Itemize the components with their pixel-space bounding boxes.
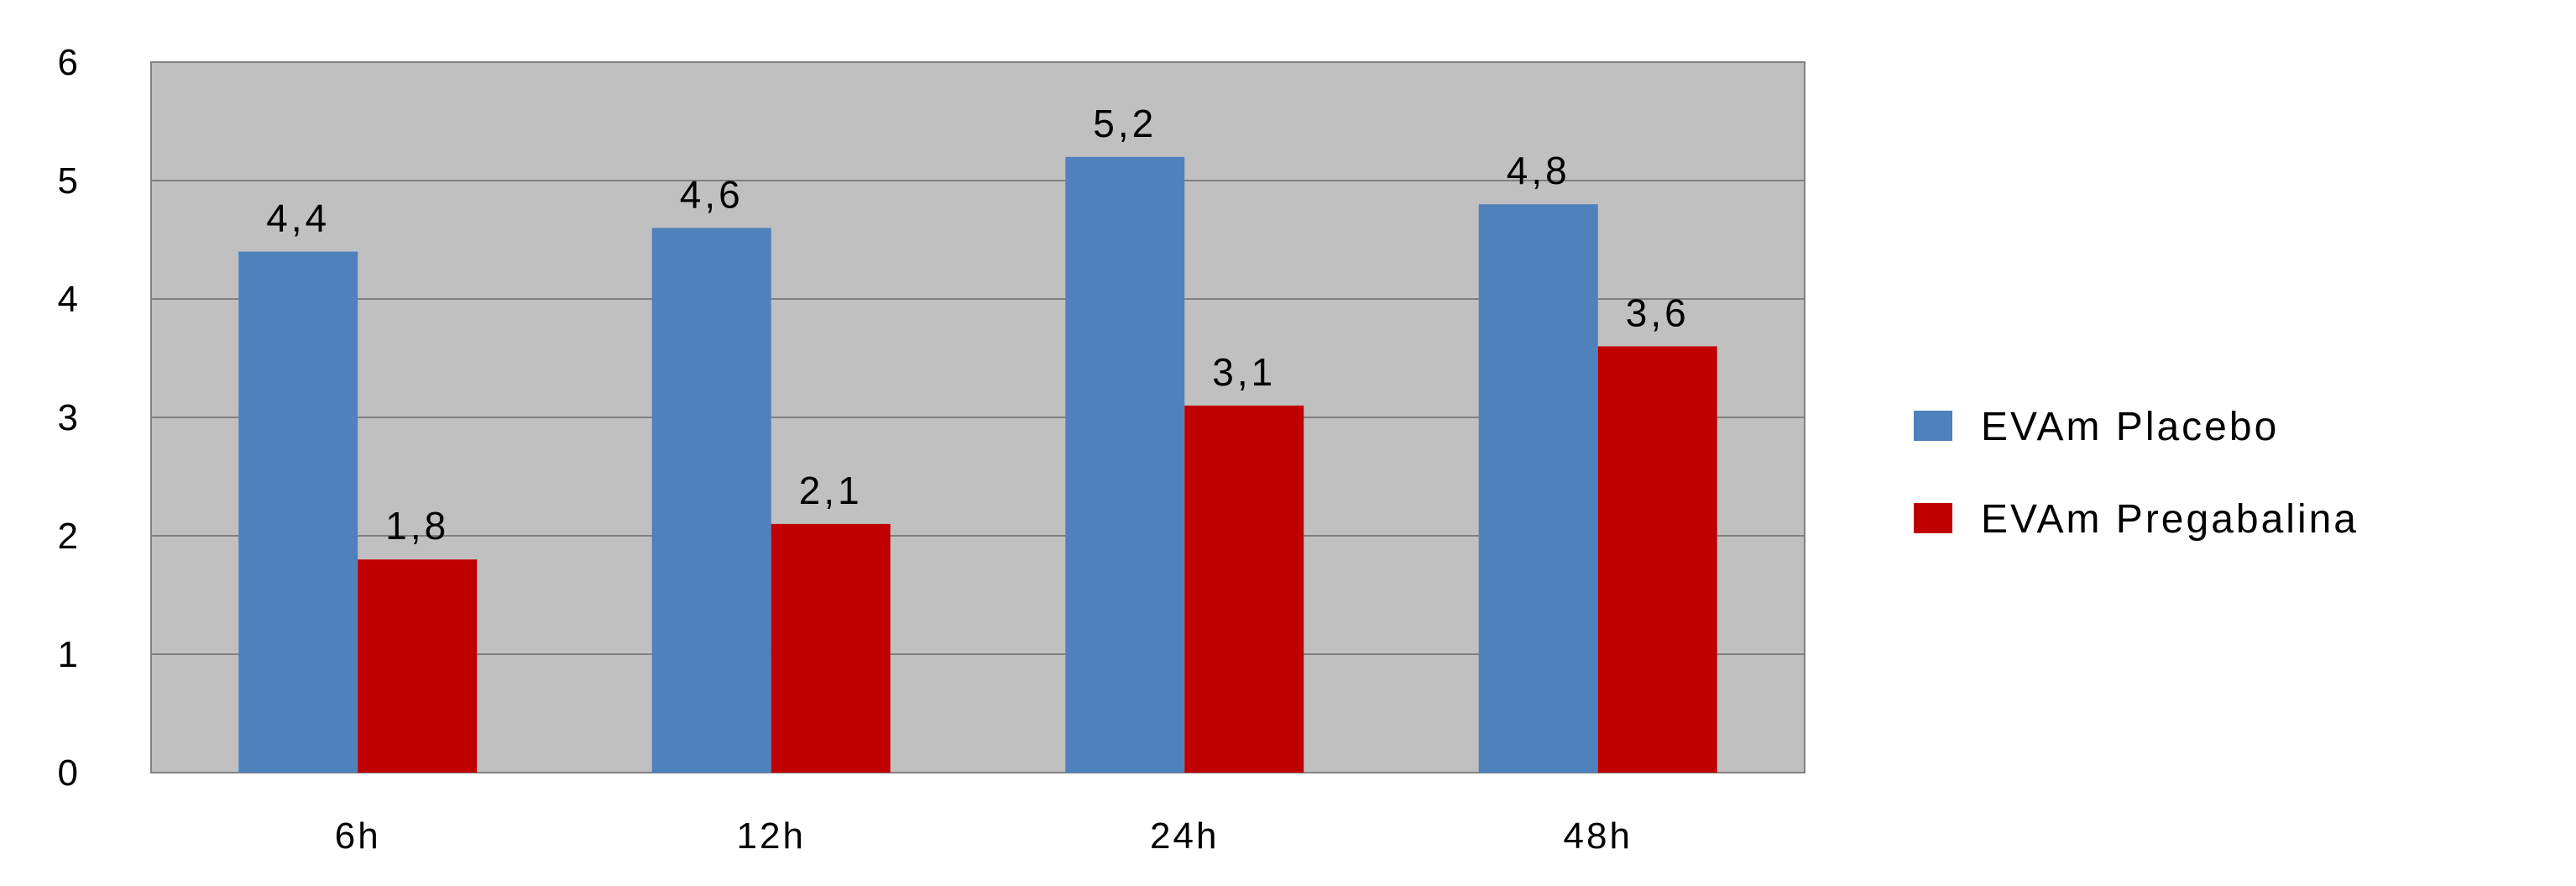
bar	[358, 559, 478, 773]
y-tick-label: 3	[58, 397, 81, 438]
data-label: 5,2	[1093, 102, 1157, 145]
data-label: 3,1	[1212, 350, 1276, 394]
data-label: 4,8	[1507, 149, 1570, 192]
bar	[771, 523, 891, 773]
legend-label: EVAm Placebo	[1981, 405, 2279, 449]
data-label: 4,6	[680, 172, 744, 216]
y-tick-label: 6	[58, 42, 81, 83]
data-label: 2,1	[799, 469, 863, 512]
data-labels: 4,4 1,8 4,6 2,1 5,2 3,1 4,8 3,6	[266, 102, 1690, 548]
bar	[238, 251, 358, 773]
bar	[1478, 204, 1598, 773]
x-tick-label: 48h	[1564, 815, 1633, 857]
x-tick-label: 6h	[335, 815, 381, 857]
bars	[238, 156, 1717, 773]
bar	[1597, 346, 1717, 773]
bar	[1184, 405, 1304, 773]
legend-swatch	[1914, 411, 1952, 441]
y-tick-label: 4	[58, 279, 81, 320]
x-axis-ticks: 6h 12h 24h 48h	[335, 815, 1633, 857]
legend-swatch	[1914, 503, 1952, 533]
legend: EVAm Placebo EVAm Pregabalina	[1914, 405, 2359, 542]
y-tick-label: 2	[58, 516, 81, 557]
data-label: 3,6	[1626, 291, 1690, 334]
bar	[651, 228, 771, 773]
y-axis-ticks: 0 1 2 3 4 5 6	[58, 42, 81, 794]
data-label: 1,8	[385, 504, 449, 548]
bar	[1065, 156, 1185, 773]
y-tick-label: 1	[58, 634, 81, 675]
x-tick-label: 12h	[737, 815, 806, 857]
y-tick-label: 0	[58, 752, 81, 794]
x-tick-label: 24h	[1150, 815, 1219, 857]
data-label: 4,4	[266, 197, 330, 240]
y-tick-label: 5	[58, 160, 81, 202]
legend-label: EVAm Pregabalina	[1981, 497, 2359, 542]
